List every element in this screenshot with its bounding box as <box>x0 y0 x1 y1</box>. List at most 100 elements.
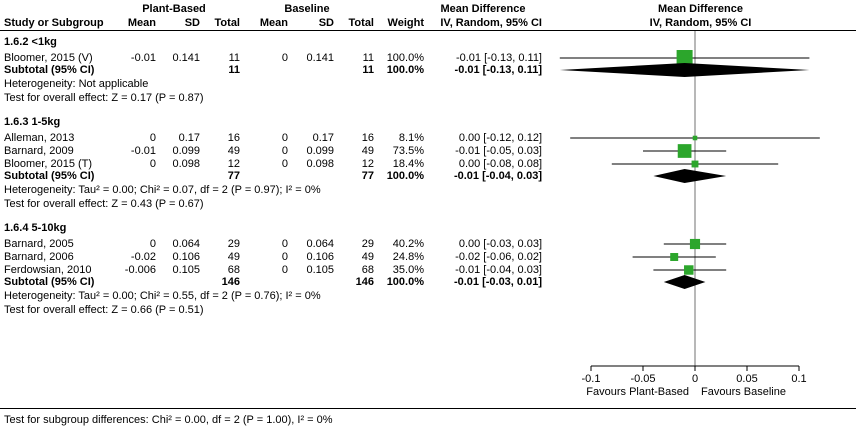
subtotal-treatment-total: 146 <box>221 276 240 288</box>
subtotal-label: Subtotal (95% CI) <box>4 276 95 288</box>
control-mean: 0 <box>281 158 288 170</box>
treatment-sd: 0.106 <box>172 251 200 263</box>
study-name: Bloomer, 2015 (V) <box>4 52 93 64</box>
control-total: 29 <box>361 238 374 250</box>
study-name: Bloomer, 2015 (T) <box>4 158 93 170</box>
subgroup-title: 1.6.3 1-5kg <box>4 116 61 128</box>
subtotal-label: Subtotal (95% CI) <box>4 64 95 76</box>
control-total: 68 <box>361 264 374 276</box>
control-sd: 0.106 <box>306 251 334 263</box>
treatment-total: 16 <box>227 132 240 144</box>
treatment-mean: -0.006 <box>124 264 156 276</box>
treatment-total: 12 <box>227 158 240 170</box>
effect-square <box>684 265 694 275</box>
treatment-total: 68 <box>227 264 240 276</box>
study-ci: 0.00 [-0.08, 0.08] <box>458 158 542 170</box>
column-header-total-control: Total <box>348 17 374 29</box>
favours-left-label: Favours Plant-Based <box>586 386 689 398</box>
subtotal-control-total: 11 <box>362 64 374 76</box>
study-ci: -0.01 [-0.05, 0.03] <box>455 145 542 157</box>
control-sd: 0.099 <box>306 145 334 157</box>
control-mean: 0 <box>281 132 288 144</box>
subtotal-diamond <box>559 63 810 77</box>
subtotal-weight: 100.0% <box>386 64 424 76</box>
study-ci: 0.00 [-0.03, 0.03] <box>458 238 542 250</box>
column-header-weight: Weight <box>387 17 424 29</box>
effect-square <box>692 135 698 141</box>
control-mean: 0 <box>281 52 288 64</box>
subtotal-control-total: 77 <box>361 170 374 182</box>
control-sd: 0.064 <box>306 238 334 250</box>
column-group-effect-text: Mean Difference <box>440 3 526 15</box>
subtotal-ci: -0.01 [-0.03, 0.01] <box>453 276 542 288</box>
column-header-study: Study or Subgroup <box>4 17 104 29</box>
study-name: Barnard, 2009 <box>4 145 74 157</box>
column-group-control: Baseline <box>284 3 330 15</box>
subtotal-ci: -0.01 [-0.04, 0.03] <box>453 170 542 182</box>
effect-square <box>691 160 699 168</box>
overall-effect-text: Test for overall effect: Z = 0.43 (P = 0… <box>4 198 204 210</box>
study-ci: -0.01 [-0.13, 0.11] <box>455 52 542 64</box>
overall-effect-text: Test for overall effect: Z = 0.66 (P = 0… <box>4 304 204 316</box>
study-weight: 100.0% <box>386 52 424 64</box>
control-sd: 0.098 <box>306 158 334 170</box>
treatment-mean: 0 <box>149 132 156 144</box>
control-mean: 0 <box>281 251 288 263</box>
study-weight: 35.0% <box>392 264 424 276</box>
treatment-mean: -0.01 <box>130 145 156 157</box>
heterogeneity-text: Heterogeneity: Tau² = 0.00; Chi² = 0.55,… <box>4 290 321 302</box>
control-total: 12 <box>361 158 374 170</box>
control-total: 49 <box>361 251 374 263</box>
subgroup-title: 1.6.2 <1kg <box>4 36 57 48</box>
column-group-effect-plot: Mean Difference <box>658 3 743 15</box>
heterogeneity-text: Heterogeneity: Not applicable <box>4 78 149 90</box>
heterogeneity-text: Heterogeneity: Tau² = 0.00; Chi² = 0.07,… <box>4 184 321 196</box>
treatment-sd: 0.17 <box>178 132 200 144</box>
subtotal-weight: 100.0% <box>386 276 424 288</box>
study-weight: 24.8% <box>392 251 424 263</box>
column-group-treatment: Plant-Based <box>142 3 206 15</box>
control-sd: 0.141 <box>306 52 334 64</box>
effect-square <box>689 238 701 250</box>
control-sd: 0.105 <box>306 264 334 276</box>
column-header-ci-plot: IV, Random, 95% CI <box>649 17 752 29</box>
study-ci: -0.02 [-0.06, 0.02] <box>455 251 542 263</box>
axis-tick-label: 0.1 <box>791 373 806 385</box>
treatment-sd: 0.105 <box>172 264 200 276</box>
effect-square <box>670 253 679 261</box>
control-total: 16 <box>361 132 374 144</box>
control-mean: 0 <box>281 145 288 157</box>
control-total: 11 <box>362 52 374 64</box>
study-weight: 18.4% <box>392 158 424 170</box>
treatment-mean: -0.02 <box>130 251 156 263</box>
column-header-ci-text: IV, Random, 95% CI <box>440 17 542 29</box>
treatment-total: 11 <box>228 52 240 64</box>
column-header-total-treatment: Total <box>214 17 240 29</box>
study-name: Barnard, 2006 <box>4 251 74 263</box>
control-mean: 0 <box>281 264 288 276</box>
column-header-sd-treatment: SD <box>184 17 200 29</box>
effect-square <box>677 144 692 158</box>
overall-effect-text: Test for overall effect: Z = 0.17 (P = 0… <box>4 92 204 104</box>
control-mean: 0 <box>281 238 288 250</box>
treatment-total: 49 <box>227 145 240 157</box>
study-weight: 73.5% <box>392 145 424 157</box>
study-name: Ferdowsian, 2010 <box>4 264 92 276</box>
subtotal-weight: 100.0% <box>386 170 424 182</box>
control-total: 49 <box>361 145 374 157</box>
subtotal-treatment-total: 77 <box>227 170 240 182</box>
treatment-sd: 0.141 <box>172 52 200 64</box>
treatment-total: 49 <box>227 251 240 263</box>
column-header-mean-treatment: Mean <box>127 17 156 29</box>
column-header-mean-control: Mean <box>259 17 288 29</box>
treatment-total: 29 <box>227 238 240 250</box>
axis-tick-label: 0.05 <box>736 373 757 385</box>
subtotal-treatment-total: 11 <box>228 64 240 76</box>
study-name: Barnard, 2005 <box>4 238 74 250</box>
control-sd: 0.17 <box>312 132 334 144</box>
axis-tick-label: -0.1 <box>582 373 601 385</box>
footer-divider <box>0 408 856 409</box>
header-divider <box>0 30 856 31</box>
